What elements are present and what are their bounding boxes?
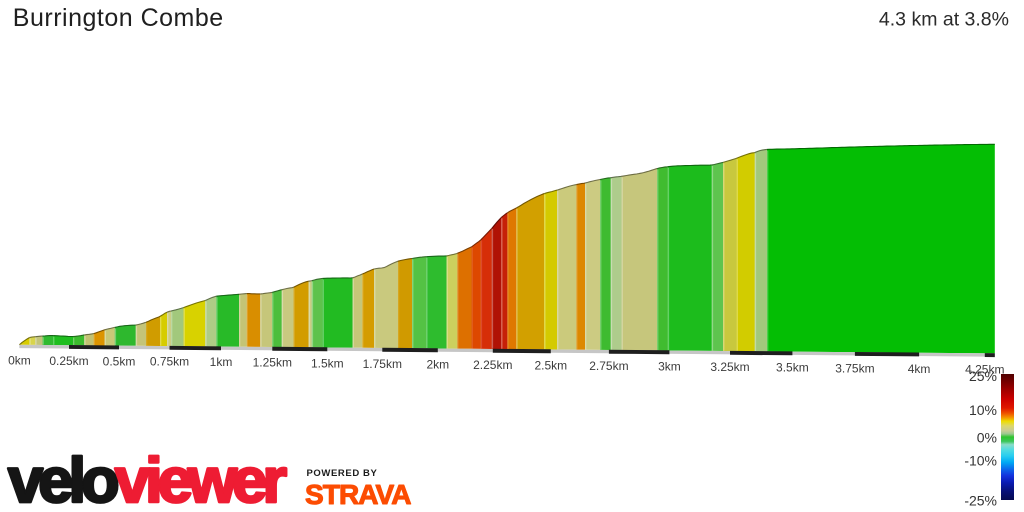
svg-text:25%: 25% [969,368,997,384]
svg-text:STRAVA: STRAVA [305,479,411,510]
svg-text:3.25km: 3.25km [710,360,749,374]
svg-text:0km: 0km [8,353,31,367]
svg-text:1km: 1km [210,355,233,369]
svg-text:2.75km: 2.75km [589,359,628,373]
svg-text:4.3 km at 3.8%: 4.3 km at 3.8% [879,9,1009,31]
svg-text:POWERED BY: POWERED BY [307,468,378,479]
svg-text:-10%: -10% [964,453,997,469]
svg-text:-25%: -25% [964,493,997,509]
svg-text:Burrington Combe: Burrington Combe [13,4,224,32]
svg-text:2km: 2km [426,357,449,371]
svg-text:3km: 3km [658,360,681,374]
svg-text:1.75km: 1.75km [363,357,402,371]
svg-text:veloviewer: veloviewer [8,446,286,512]
svg-text:0%: 0% [977,430,997,446]
svg-text:0.25km: 0.25km [49,354,88,368]
svg-text:3.75km: 3.75km [835,361,874,375]
svg-text:3.5km: 3.5km [776,361,809,375]
svg-text:0.75km: 0.75km [150,355,189,369]
svg-text:4km: 4km [908,362,931,376]
svg-text:2.5km: 2.5km [534,358,567,372]
svg-text:2.25km: 2.25km [473,358,512,372]
svg-text:0.5km: 0.5km [103,354,136,368]
svg-text:1.5km: 1.5km [311,356,344,370]
svg-text:1.25km: 1.25km [253,356,292,370]
svg-text:4.25km: 4.25km [965,363,1004,377]
svg-text:10%: 10% [969,402,997,418]
